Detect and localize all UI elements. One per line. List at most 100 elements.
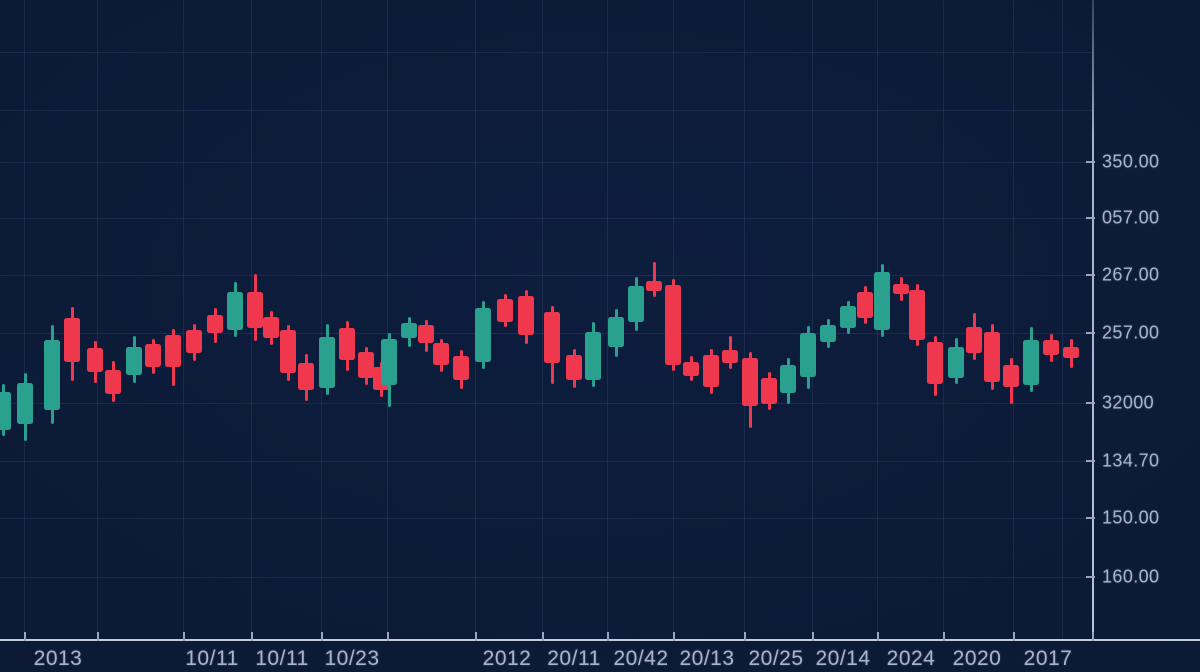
candle-wick-down bbox=[652, 262, 656, 297]
grid-line-horizontal bbox=[0, 218, 1093, 219]
candle-body-down bbox=[87, 348, 103, 372]
candle-body-down bbox=[646, 281, 662, 291]
x-axis-tick bbox=[812, 632, 814, 641]
candle-body-up bbox=[948, 347, 964, 378]
x-axis-label: 2012 bbox=[482, 647, 532, 670]
x-axis-tick bbox=[1013, 632, 1015, 641]
candle-body-up bbox=[126, 347, 142, 375]
candle-body-up bbox=[401, 323, 417, 338]
grid-line-horizontal bbox=[0, 275, 1093, 276]
y-axis-tick bbox=[1086, 576, 1095, 578]
candle-body-down bbox=[497, 299, 513, 322]
grid-line-vertical bbox=[183, 0, 184, 640]
y-axis-tick bbox=[1086, 402, 1095, 404]
x-axis-label: 20/11 bbox=[547, 647, 601, 670]
candle-body-up bbox=[17, 383, 33, 424]
y-axis-label: 160.00 bbox=[1102, 566, 1160, 587]
y-axis-line bbox=[1092, 0, 1094, 641]
candle-body-down bbox=[298, 363, 314, 390]
candle-body-up bbox=[874, 272, 890, 330]
grid-line-horizontal bbox=[0, 110, 1093, 111]
candle-body-down bbox=[165, 335, 181, 367]
candle-body-up bbox=[475, 308, 491, 362]
x-axis-tick bbox=[744, 632, 746, 641]
candle-body-down bbox=[64, 318, 80, 362]
candle-body-down bbox=[722, 350, 738, 363]
candle-body-up bbox=[840, 306, 856, 328]
x-axis-label: 2024 bbox=[886, 647, 936, 670]
x-axis-tick bbox=[943, 632, 945, 641]
candle-body-down bbox=[1003, 365, 1019, 387]
candle-body-down bbox=[665, 285, 681, 365]
candle-body-down bbox=[207, 315, 223, 333]
candle-body-down bbox=[418, 325, 434, 343]
y-axis-tick bbox=[1086, 460, 1095, 462]
x-axis-label: 20/42 bbox=[613, 647, 669, 670]
candle-body-up bbox=[381, 339, 397, 385]
candle-body-down bbox=[984, 332, 1000, 382]
x-axis-tick bbox=[877, 632, 879, 641]
y-axis-label: 350.00 bbox=[1102, 151, 1160, 172]
candle-body-down bbox=[893, 284, 909, 294]
x-axis-label: 2017 bbox=[1023, 647, 1073, 670]
grid-line-vertical bbox=[321, 0, 322, 640]
grid-line-vertical bbox=[744, 0, 745, 640]
candle-body-up bbox=[628, 286, 644, 322]
candle-body-down bbox=[339, 328, 355, 360]
grid-line-vertical bbox=[24, 0, 25, 640]
candle-body-up bbox=[227, 292, 243, 330]
candle-body-down bbox=[263, 317, 279, 338]
candle-body-down bbox=[433, 343, 449, 365]
y-axis-label: 150.00 bbox=[1102, 507, 1160, 528]
candle-body-up bbox=[780, 365, 796, 393]
candle-body-down bbox=[566, 355, 582, 380]
candle-body-down bbox=[544, 312, 560, 363]
grid-line-horizontal bbox=[0, 403, 1093, 404]
x-axis-label: 10/11 bbox=[255, 647, 309, 670]
candle-body-down bbox=[358, 352, 374, 378]
y-axis-label: 32000 bbox=[1102, 392, 1155, 413]
candle-body-up bbox=[44, 340, 60, 410]
candle-body-up bbox=[800, 333, 816, 377]
candle-body-down bbox=[857, 292, 873, 318]
candle-body-down bbox=[453, 356, 469, 380]
candle-body-down bbox=[927, 342, 943, 384]
x-axis-tick bbox=[542, 632, 544, 641]
grid-line-horizontal bbox=[0, 518, 1093, 519]
grid-line-horizontal bbox=[0, 52, 1093, 53]
y-axis-tick bbox=[1086, 517, 1095, 519]
x-axis-tick bbox=[97, 632, 99, 641]
x-axis-label: 2013 bbox=[33, 647, 83, 670]
y-axis-label: 134.70 bbox=[1102, 450, 1160, 471]
x-axis-label: 10/23 bbox=[324, 647, 380, 670]
x-axis-tick bbox=[475, 632, 477, 641]
x-axis-tick bbox=[673, 632, 675, 641]
grid-line-vertical bbox=[607, 0, 608, 640]
y-axis-tick bbox=[1086, 332, 1095, 334]
candle-body-up bbox=[319, 337, 335, 388]
grid-line-vertical bbox=[1013, 0, 1014, 640]
x-axis-tick bbox=[321, 632, 323, 641]
candle-body-down bbox=[742, 358, 758, 406]
grid-line-vertical bbox=[943, 0, 944, 640]
candle-body-down bbox=[518, 296, 534, 335]
y-axis-label: 257.00 bbox=[1102, 322, 1160, 343]
x-axis-label: 20/13 bbox=[679, 647, 735, 670]
grid-line-horizontal bbox=[0, 461, 1093, 462]
candle-body-up bbox=[820, 325, 836, 342]
grid-line-vertical bbox=[387, 0, 388, 640]
candle-body-down bbox=[1063, 347, 1079, 358]
y-axis-label: 267.00 bbox=[1102, 264, 1160, 285]
candle-body-down bbox=[247, 292, 263, 328]
y-axis-tick bbox=[1086, 274, 1095, 276]
candle-body-down bbox=[683, 362, 699, 376]
grid-line-horizontal bbox=[0, 577, 1093, 578]
candle-body-up bbox=[585, 332, 601, 380]
candle-body-down bbox=[703, 355, 719, 387]
candle-body-up bbox=[1023, 340, 1039, 385]
x-axis-label: 2020 bbox=[952, 647, 1002, 670]
x-axis-tick bbox=[24, 632, 26, 641]
y-axis-label: 057.00 bbox=[1102, 207, 1160, 228]
